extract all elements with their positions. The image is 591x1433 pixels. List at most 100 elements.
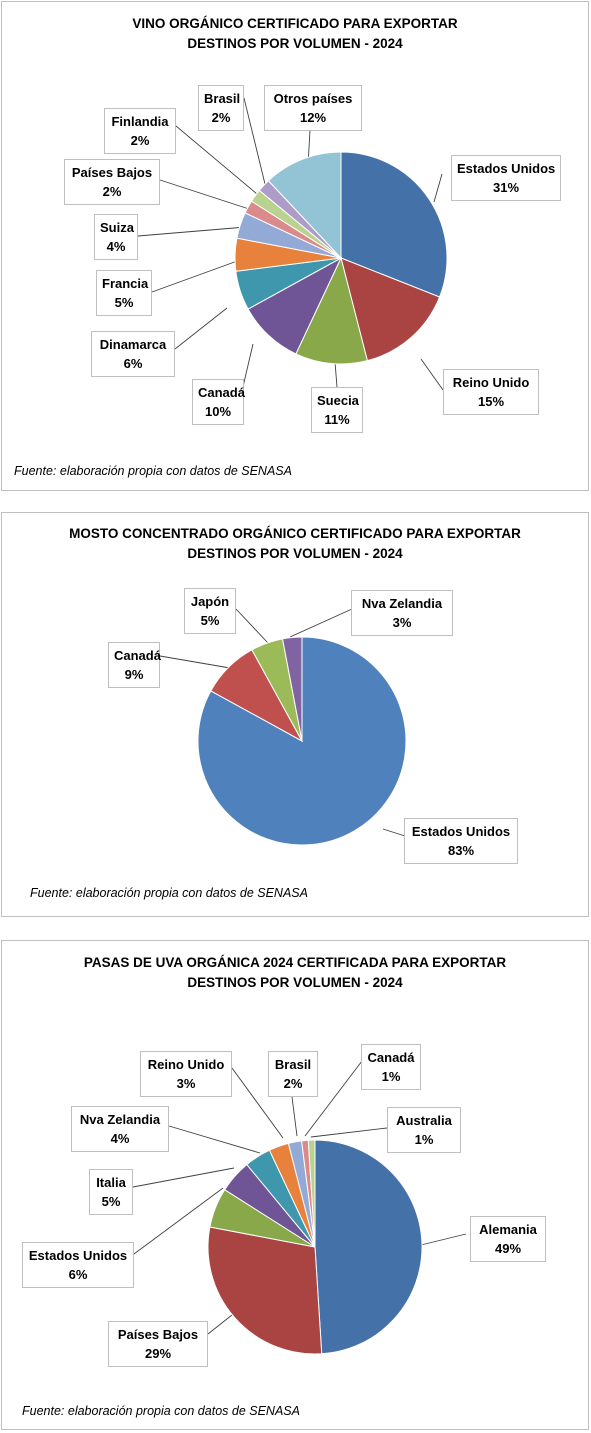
- chart-subtitle: DESTINOS POR VOLUMEN - 2024: [187, 36, 403, 51]
- data-label-value: 5%: [114, 295, 134, 310]
- data-label-value: 11%: [324, 412, 350, 427]
- data-label-name: Canadá: [367, 1050, 415, 1065]
- data-label-value: 6%: [68, 1267, 88, 1282]
- leader-line-suecia: [334, 361, 338, 388]
- data-label-brasil: Brasil 2%: [268, 1051, 318, 1097]
- data-label-name: Finlandia: [111, 114, 169, 129]
- leader-line-estados-unidos: [382, 828, 406, 837]
- data-label-nva-zelandia: Nva Zelandia 4%: [71, 1106, 169, 1152]
- chart-source: Fuente: elaboración propia con datos de …: [22, 1404, 300, 1418]
- data-label-value: 10%: [204, 404, 232, 419]
- data-label-value: 49%: [494, 1241, 522, 1256]
- data-label-reino-unido: Reino Unido 15%: [443, 369, 539, 415]
- chart-title: MOSTO CONCENTRADO ORGÁNICO CERTIFICADO P…: [69, 526, 521, 541]
- data-label-name: Otros países: [273, 91, 353, 106]
- data-label-estados-unidos: Estados Unidos 83%: [404, 818, 518, 864]
- leader-line-francia: [151, 259, 241, 293]
- data-label-name: Reino Unido: [147, 1057, 225, 1072]
- data-label-value: 31%: [492, 180, 520, 195]
- data-label-name: Francia: [102, 276, 149, 291]
- chart-source: Fuente: elaboración propia con datos de …: [14, 464, 292, 478]
- data-label-brasil: Brasil 2%: [198, 85, 244, 131]
- chart-subtitle: DESTINOS POR VOLUMEN - 2024: [187, 975, 403, 990]
- data-label-italia: Italia 5%: [89, 1169, 133, 1215]
- leader-line-australia: [310, 1127, 388, 1138]
- data-label-australia: Australia 1%: [387, 1107, 461, 1153]
- leader-line-nva-zelandia: [289, 608, 353, 638]
- leader-line-reino-unido: [420, 358, 444, 391]
- data-label-reino-unido: Reino Unido 3%: [140, 1051, 232, 1097]
- data-label-value: 9%: [124, 667, 144, 682]
- data-label-dinamarca: Dinamarca 6%: [91, 331, 175, 377]
- leader-line-nva-zelandia: [168, 1125, 261, 1154]
- data-label-canada: Canadá 1%: [361, 1044, 421, 1090]
- data-label-name: Japón: [190, 594, 230, 609]
- data-label-suecia: Suecia 11%: [311, 387, 363, 433]
- data-label-name: Países Bajos: [117, 1327, 199, 1342]
- data-label-name: Alemania: [479, 1222, 537, 1237]
- data-label-canada: Canadá 9%: [108, 642, 161, 688]
- data-label-value: 12%: [299, 110, 327, 125]
- data-label-name: Italia: [96, 1175, 126, 1190]
- data-label-value: 2%: [211, 110, 231, 125]
- data-label-value: 2%: [130, 133, 150, 148]
- pie-slice-estados-unidos: [197, 636, 407, 846]
- data-label-value: 29%: [144, 1346, 172, 1361]
- data-label-otros-paises: Otros países 12%: [264, 85, 362, 131]
- chart-title: VINO ORGÁNICO CERTIFICADO PARA EXPORTAR: [132, 16, 458, 31]
- data-label-value: 1%: [414, 1132, 434, 1147]
- leader-line-estados-unidos: [133, 1187, 224, 1255]
- data-label-value: 5%: [200, 613, 220, 628]
- data-label-finlandia: Finlandia 2%: [104, 108, 176, 154]
- leader-line-brasil: [243, 97, 266, 185]
- data-label-suiza: Suiza 4%: [94, 214, 138, 260]
- pie-slice-estados-unidos: [340, 151, 448, 298]
- leader-line-estados-unidos: [433, 173, 443, 203]
- leader-line-suiza: [137, 226, 247, 237]
- data-label-name: Brasil: [204, 91, 241, 106]
- data-label-value: 4%: [106, 239, 126, 254]
- data-label-name: Suiza: [100, 220, 134, 235]
- data-label-name: Canadá: [114, 648, 161, 663]
- leader-line-italia: [132, 1167, 235, 1188]
- data-label-paises-bajos: Países Bajos 2%: [64, 159, 160, 205]
- data-label-name: Estados Unidos: [457, 161, 556, 176]
- data-label-value: 15%: [477, 394, 505, 409]
- data-label-paises-bajos: Países Bajos 29%: [108, 1321, 208, 1367]
- pie-slice-reino-unido: [340, 257, 441, 362]
- data-label-name: Reino Unido: [452, 375, 530, 390]
- data-label-value: 2%: [283, 1076, 303, 1091]
- data-label-name: Estados Unidos: [411, 824, 511, 839]
- data-label-name: Estados Unidos: [28, 1248, 128, 1263]
- data-label-name: Suecia: [317, 393, 359, 408]
- chart-panel-pasas: PASAS DE UVA ORGÁNICA 2024 CERTIFICADA P…: [1, 940, 589, 1430]
- leader-line-alemania: [420, 1233, 467, 1246]
- leader-line-japon: [235, 608, 269, 644]
- pie-chart-vino: [137, 97, 448, 392]
- leader-line-brasil: [291, 1096, 298, 1137]
- pie-slice-paises-bajos: [207, 1226, 323, 1355]
- pie-slice-suecia: [295, 256, 368, 365]
- data-label-japon: Japón 5%: [184, 588, 236, 634]
- chart-title: PASAS DE UVA ORGÁNICA 2024 CERTIFICADA P…: [83, 955, 507, 970]
- data-label-value: 5%: [101, 1194, 121, 1209]
- chart-source: Fuente: elaboración propia con datos de …: [30, 886, 308, 900]
- data-label-name: Nva Zelandia: [361, 596, 443, 611]
- leader-line-canada: [304, 1060, 363, 1137]
- chart-subtitle: DESTINOS POR VOLUMEN - 2024: [187, 546, 403, 561]
- data-label-name: Canadá: [198, 385, 245, 400]
- chart-panel-vino: VINO ORGÁNICO CERTIFICADO PARA EXPORTAR …: [1, 1, 589, 491]
- data-label-value: 6%: [123, 356, 143, 371]
- leader-line-canada: [159, 655, 231, 669]
- leader-line-finlandia: [175, 125, 258, 195]
- data-label-name: Australia: [396, 1113, 452, 1128]
- leader-line-reino-unido: [231, 1067, 284, 1139]
- pie-slice-australia: [307, 1139, 316, 1248]
- data-label-estados-unidos: Estados Unidos 31%: [451, 155, 561, 201]
- data-label-alemania: Alemania 49%: [470, 1216, 546, 1262]
- pie-chart-pasas: [132, 1060, 467, 1355]
- data-label-value: 4%: [110, 1131, 130, 1146]
- data-label-value: 3%: [392, 615, 412, 630]
- data-label-value: 83%: [447, 843, 475, 858]
- data-label-name: Nva Zelandia: [79, 1112, 161, 1127]
